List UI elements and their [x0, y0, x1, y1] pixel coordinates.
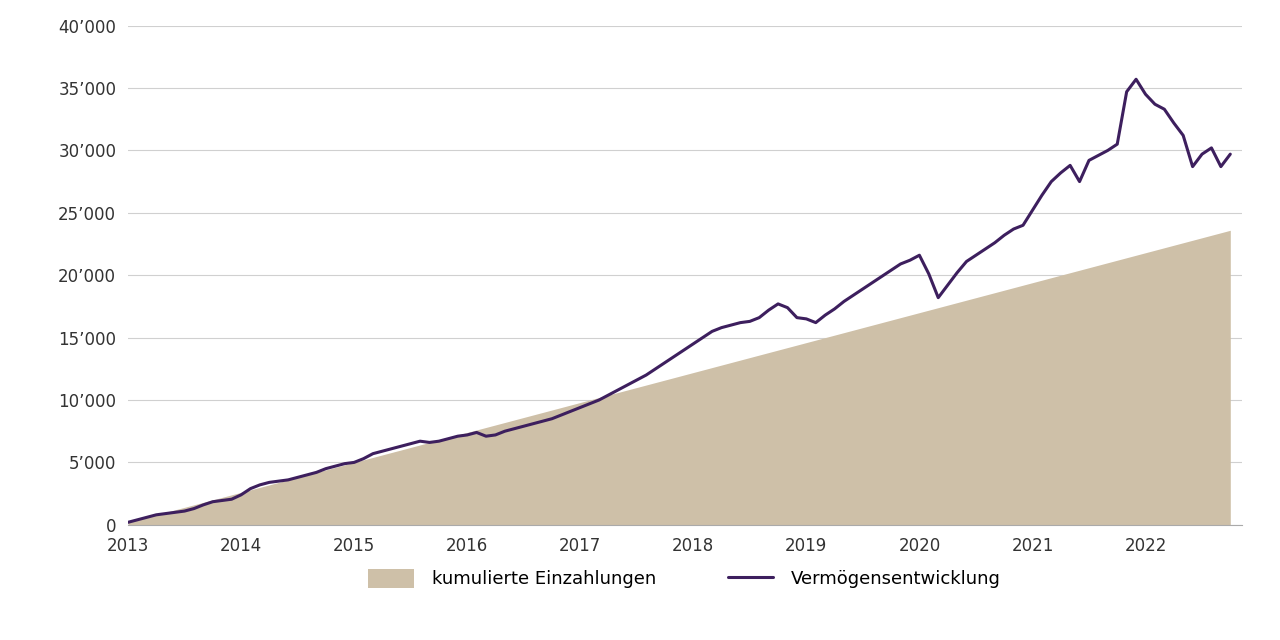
Vermögensentwicklung [243, 484, 259, 492]
Legend: kumulierte Einzahlungen, Vermögensentwicklung: kumulierte Einzahlungen, Vermögensentwic… [361, 562, 1009, 596]
Vermögensentwicklung [120, 518, 136, 526]
Line: Vermögensentwicklung: Vermögensentwicklung [128, 79, 1230, 522]
Vermögensentwicklung [497, 428, 512, 435]
Vermögensentwicklung [347, 458, 362, 466]
Vermögensentwicklung [968, 252, 983, 259]
Vermögensentwicklung [883, 266, 899, 274]
Vermögensentwicklung [1129, 76, 1144, 83]
Vermögensentwicklung [1222, 150, 1238, 158]
Vermögensentwicklung [987, 239, 1002, 246]
